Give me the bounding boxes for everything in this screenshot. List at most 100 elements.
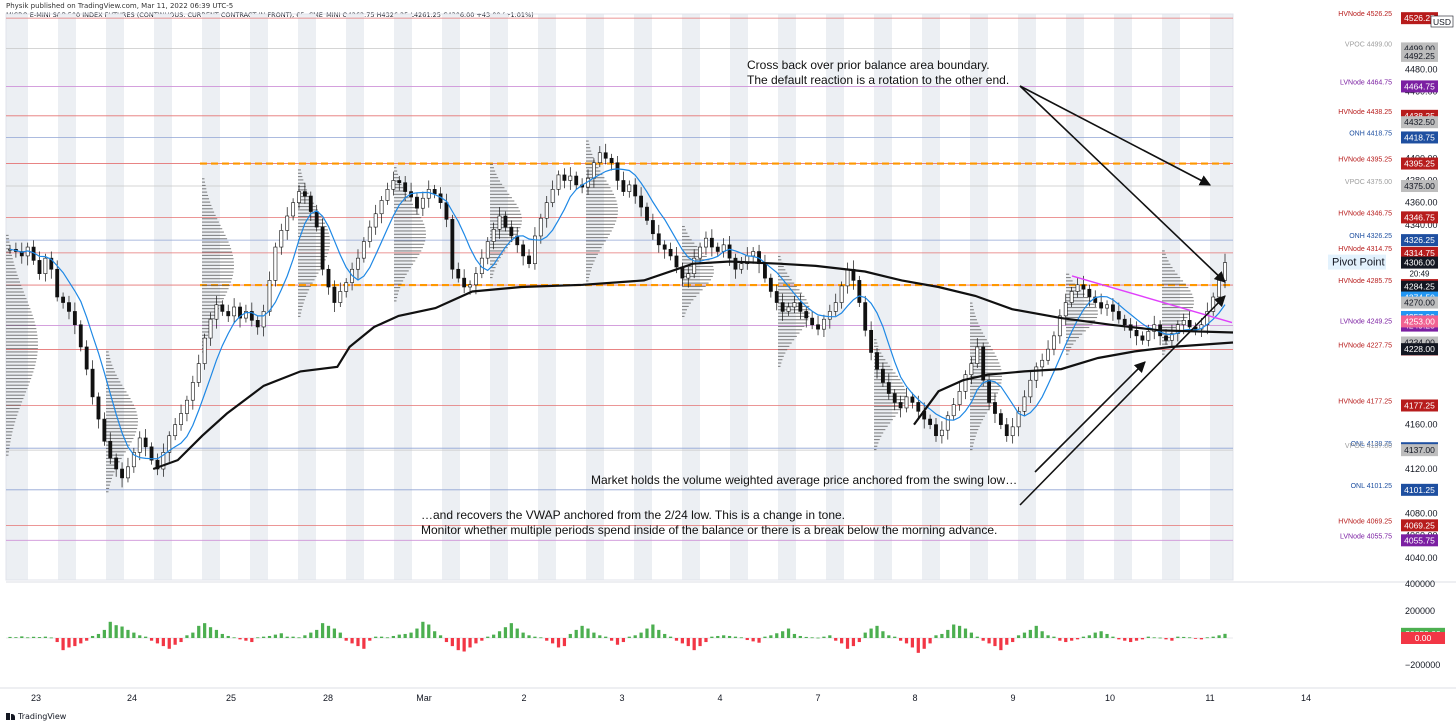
profile-bar xyxy=(106,457,122,460)
profile-bar xyxy=(394,190,405,192)
profile-bar xyxy=(106,417,138,420)
profile-bar xyxy=(970,335,985,337)
profile-bar xyxy=(298,272,319,274)
profile-bar xyxy=(490,170,496,172)
profile-bar xyxy=(1162,303,1194,305)
candle-body xyxy=(420,197,425,209)
candle-body xyxy=(845,268,850,287)
candle-body xyxy=(474,273,478,286)
profile-bar xyxy=(298,182,305,184)
candle-body xyxy=(226,311,231,317)
volume-bar xyxy=(486,636,490,638)
profile-bar xyxy=(874,405,903,407)
profile-bar xyxy=(6,234,9,236)
profile-bar xyxy=(6,318,34,320)
profile-bar xyxy=(1162,270,1175,272)
profile-bar xyxy=(6,454,9,456)
candle-body xyxy=(1181,320,1186,326)
profile-bar xyxy=(586,257,597,259)
profile-bar xyxy=(490,237,516,239)
volume-bar xyxy=(804,636,808,638)
profile-bar xyxy=(874,359,886,361)
candle-body xyxy=(786,306,791,312)
profile-bar xyxy=(106,447,128,450)
candle-body xyxy=(497,215,502,230)
profile-bar xyxy=(394,227,426,229)
volume-bar xyxy=(315,629,319,638)
candle-body xyxy=(816,324,820,330)
session-shading xyxy=(5,13,1234,581)
volume-bar xyxy=(497,631,502,638)
profile-bar xyxy=(970,429,979,431)
profile-bar xyxy=(778,279,792,281)
profile-bar xyxy=(106,388,125,390)
candle-body xyxy=(326,268,331,288)
candle-body xyxy=(273,246,278,281)
volume-bar xyxy=(1123,638,1127,641)
profile-bar xyxy=(970,425,980,427)
profile-bar xyxy=(298,239,330,241)
volume-bar xyxy=(615,638,620,645)
profile-bar xyxy=(298,245,330,248)
profile-bar xyxy=(970,389,1000,391)
volume-bar xyxy=(279,633,283,638)
volume-bar xyxy=(745,638,749,641)
volume-bar xyxy=(1075,638,1080,640)
profile-bar xyxy=(682,272,714,274)
candle-body xyxy=(521,244,526,257)
candle-body xyxy=(544,202,549,219)
candle-body xyxy=(987,379,991,403)
profile-bar xyxy=(1066,340,1076,342)
candle-body xyxy=(1217,280,1222,298)
profile-bar xyxy=(394,267,411,269)
session-band xyxy=(346,14,364,580)
volume-bar xyxy=(438,635,443,638)
profile-bar xyxy=(6,354,38,356)
volume-bar xyxy=(220,633,224,638)
profile-bar xyxy=(490,240,513,242)
profile-bar xyxy=(202,251,233,253)
price-axis[interactable]: 4040.004060.004080.004100.004120.004140.… xyxy=(1236,11,1456,580)
price-box-text: 4234.00 xyxy=(1404,338,1435,348)
profile-bar xyxy=(6,361,37,363)
volume-bar xyxy=(155,638,160,644)
profile-bar xyxy=(970,305,974,307)
volume-bar xyxy=(350,638,354,644)
volume-bar xyxy=(244,638,248,641)
candle-body xyxy=(185,399,189,414)
candle-body xyxy=(857,280,862,303)
volume-bar xyxy=(898,638,903,641)
volume-bar xyxy=(285,636,289,638)
profile-bar xyxy=(970,435,976,437)
profile-bar xyxy=(778,355,784,357)
profile-bar xyxy=(682,232,688,234)
profile-bar xyxy=(874,429,886,431)
profile-bar xyxy=(298,265,323,268)
profile-bar xyxy=(970,402,993,404)
profile-bar xyxy=(202,201,211,203)
volume-bar xyxy=(462,638,466,652)
candle-body xyxy=(297,191,301,203)
volume-bar xyxy=(1011,638,1015,643)
profile-bar xyxy=(586,273,590,275)
volume-bar xyxy=(751,638,755,642)
profile-bar xyxy=(6,254,12,256)
time-axis[interactable]: 23 24 25 28 Mar 2 3 4 7 8 9 10 11 14 xyxy=(0,687,1456,703)
profile-bar xyxy=(106,351,109,353)
volume-bar xyxy=(26,637,30,639)
candle-body xyxy=(1170,333,1174,341)
price-box xyxy=(1401,343,1438,356)
profile-bar xyxy=(202,311,218,313)
candle-body xyxy=(1004,424,1009,437)
volume-bar xyxy=(114,625,118,638)
candle-body xyxy=(1111,304,1115,312)
profile-bar xyxy=(970,302,973,304)
candle-body xyxy=(603,152,608,159)
volume-bar xyxy=(946,629,950,638)
candle-body xyxy=(751,251,756,257)
profile-bar xyxy=(490,180,501,182)
level-label: HVNode 4177.25 xyxy=(1338,398,1392,405)
profile-bar xyxy=(298,232,329,234)
